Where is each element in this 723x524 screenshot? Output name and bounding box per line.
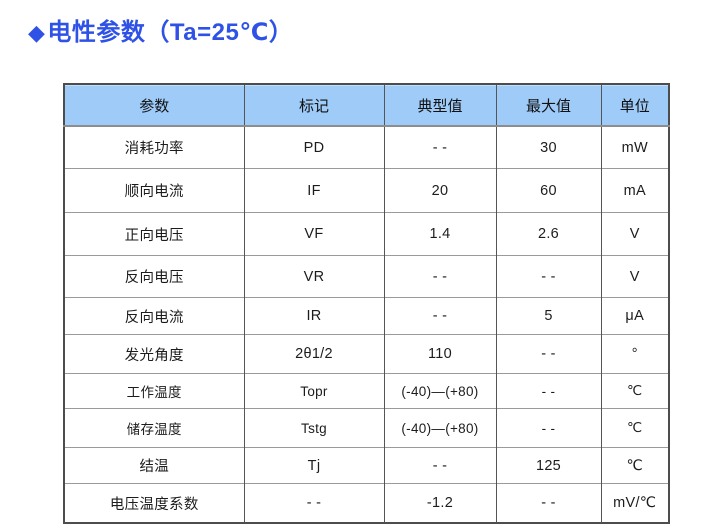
table-cell: μA [600,297,670,335]
table-cell: (-40)—(+80) [383,408,497,448]
table-body: 消耗功率 PD - -30 mW 顺向电流 IF 20 60 mA 正向电压 VF 1.4 2.6 V 反向… [63,125,670,523]
section-title-text: 电性参数（Ta=25℃） [47,19,294,46]
table-cell: 60 [495,168,602,213]
table-cell: 2.6 [495,212,602,256]
table-cell: ℃ [600,373,670,409]
table-row: 储存温度 Tstg (-40)—(+80) - - ℃ [63,408,670,448]
section-title: ◆电性参数（Ta=25℃） [28,12,293,47]
table-cell: VF [243,212,385,256]
table-cell: - - [243,483,385,523]
table-cell: - - [495,483,602,523]
table-cell: - - [495,334,602,374]
table-cell: 储存温度 [63,408,245,448]
column-header: 典型值 [383,84,497,127]
table-cell: -1.2 [383,483,497,523]
column-header: 参数 [63,84,245,127]
table-cell: 1.4 [383,212,497,256]
table-cell: 工作温度 [63,373,245,409]
table-cell: Topr [243,373,385,409]
table-cell: - - [383,255,497,298]
table-cell: 反向电流 [63,297,245,335]
electrical-parameters-table: 参数 标记 典型值 最大值 单位 消耗功率 PD - -30 mW 顺向电流 IF 20 60 mA 正向… [63,83,670,524]
table-cell: mA [600,168,670,213]
column-header: 单位 [600,84,670,127]
table-cell: - - [495,373,602,409]
table-cell: (-40)—(+80) [383,373,497,409]
table-cell: mW [600,125,670,169]
table-cell: 结温 [63,447,245,484]
table-cell: 110 [383,334,497,374]
table-cell: 顺向电流 [63,168,245,213]
table-cell: 消耗功率 [63,125,245,169]
table-head: 参数 标记 典型值 最大值 单位 [63,84,670,127]
table-cell: IF [243,168,385,213]
table-cell: 正向电压 [63,212,245,256]
table-cell: 20 [383,168,497,213]
table-row: 电压温度系数 - - -1.2- - mV/℃ [63,483,670,523]
table-cell: 2θ1/2 [243,334,385,374]
table-cell: 125 [495,447,602,484]
table-cell: ℃ [600,408,670,448]
table-cell: Tstg [243,408,385,448]
table-row: 工作温度 Topr (-40)—(+80) - - ℃ [63,373,670,409]
table-cell: - - [383,297,497,335]
column-header: 标记 [243,84,385,127]
table-cell: IR [243,297,385,335]
table-row: 反向电流 IR - -5 μA [63,297,670,335]
table-cell: - - [495,408,602,448]
table-cell: VR [243,255,385,298]
table-cell: ° [600,334,670,374]
table-row: 正向电压 VF 1.4 2.6 V [63,212,670,256]
table-cell: - - [495,255,602,298]
table-row: 反向电压 VR - -- -V [63,255,670,298]
table-row: 结温 Tj - -125 ℃ [63,447,670,484]
table-cell: mV/℃ [600,483,670,523]
table-header-row: 参数 标记 典型值 最大值 单位 [63,84,670,127]
table-cell: 电压温度系数 [63,483,245,523]
table-row: 发光角度 2θ1/2 110- - ° [63,334,670,374]
table-cell: 发光角度 [63,334,245,374]
table-row: 顺向电流 IF 20 60 mA [63,168,670,213]
table-cell: 30 [495,125,602,169]
table-cell: 反向电压 [63,255,245,298]
diamond-icon: ◆ [28,20,46,45]
table-cell: PD [243,125,385,169]
table-cell: ℃ [600,447,670,484]
table-cell: V [600,212,670,256]
table-row: 消耗功率 PD - -30 mW [63,125,670,169]
table-cell: Tj [243,447,385,484]
table-cell: V [600,255,670,298]
table-cell: - - [383,447,497,484]
column-header: 最大值 [495,84,602,127]
table-cell: - - [383,125,497,169]
table-cell: 5 [495,297,602,335]
